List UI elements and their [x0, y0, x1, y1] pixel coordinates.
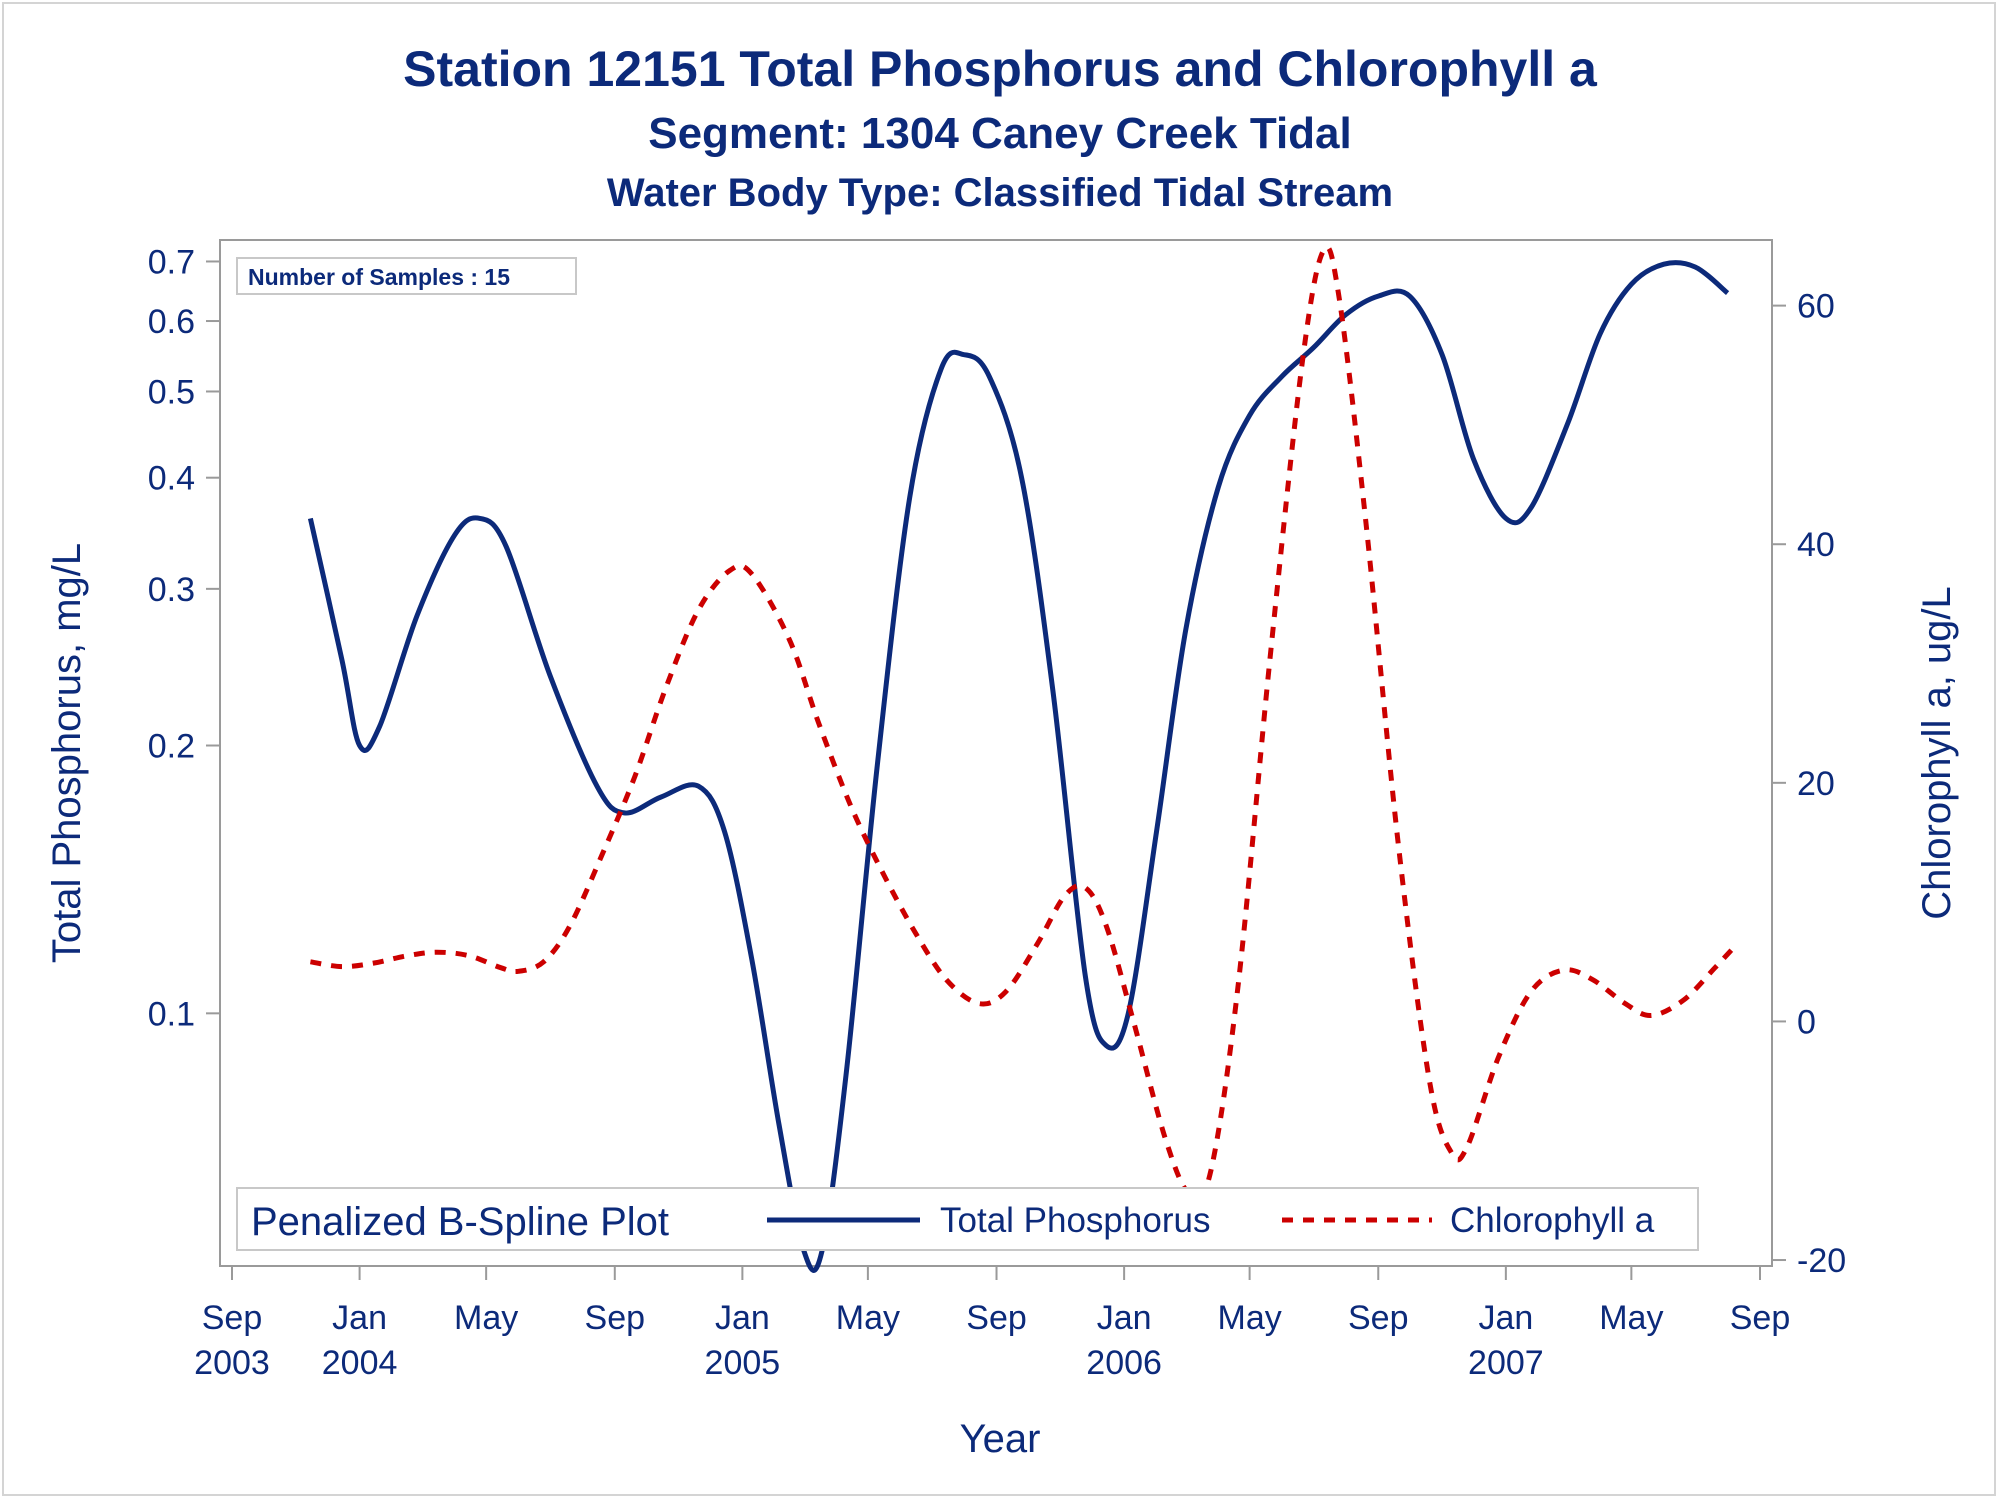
x-tick-label-month: Sep — [1348, 1299, 1409, 1337]
x-tick-label-month: Jan — [332, 1299, 387, 1337]
x-tick-label-month: Sep — [1730, 1299, 1791, 1337]
series-layer — [307, 244, 1739, 1273]
sample-count-text: Number of Samples : 15 — [248, 264, 510, 290]
x-tick-label-year: 2006 — [1086, 1344, 1162, 1382]
chart-subtitle: Segment: 1304 Caney Creek Tidal — [648, 109, 1352, 158]
y2-tick-label: 20 — [1797, 765, 1835, 803]
plot-area — [219, 239, 1773, 1267]
x-tick-label-month: Jan — [1478, 1299, 1533, 1337]
x-tick-label-month: Sep — [585, 1299, 646, 1337]
y-axis-label: Total Phosphorus, mg/L — [45, 543, 89, 963]
y-tick-label: 0.1 — [148, 995, 195, 1033]
y2-tick-label: 60 — [1797, 288, 1835, 326]
x-tick-label-month: Jan — [1097, 1299, 1152, 1337]
y-tick-label: 0.7 — [148, 243, 195, 281]
sample-count-box — [236, 257, 577, 295]
y-tick-label: 0.3 — [148, 571, 195, 609]
x-tick-label-month: May — [1599, 1299, 1663, 1337]
x-tick-label-year: 2004 — [322, 1344, 398, 1382]
y-tick-label: 0.6 — [148, 303, 195, 341]
chart-title: Station 12151 Total Phosphorus and Chlor… — [403, 41, 1598, 97]
x-tick-label-month: May — [454, 1299, 518, 1337]
y-axis-left: 0.1 0.2 0.3 0.4 0.5 0.6 0.7 — [148, 243, 220, 1033]
x-tick-label-year: 2005 — [705, 1344, 781, 1382]
y2-axis-label: Chlorophyll a, ug/L — [1915, 586, 1959, 920]
chart-subtitle-2: Water Body Type: Classified Tidal Stream — [607, 171, 1393, 215]
x-axis: Sep 2003 Jan 2004 May Sep Jan 2005 May Sep Jan 2006… — [194, 1265, 1791, 1382]
legend-label-chlorophyll-a: Chlorophyll a — [1450, 1201, 1655, 1240]
x-tick-label-month: May — [1218, 1299, 1282, 1337]
y2-tick-label: 0 — [1797, 1003, 1816, 1041]
legend-label-total-phosphorus: Total Phosphorus — [940, 1201, 1210, 1240]
legend: Penalized B-Spline Plot Total Phosphorus… — [236, 1187, 1699, 1251]
x-tick-label-month: Sep — [202, 1299, 263, 1337]
y2-tick-label: 40 — [1797, 526, 1835, 564]
series-line-chlorophyll-a — [309, 244, 1739, 1201]
y-tick-label: 0.2 — [148, 728, 195, 766]
x-tick-label-year: 2007 — [1468, 1344, 1544, 1382]
y-tick-label: 0.5 — [148, 373, 195, 411]
legend-box — [236, 1187, 1699, 1251]
legend-title: Penalized B-Spline Plot — [251, 1200, 669, 1244]
y-axis-right: -20 0 20 40 60 — [1772, 288, 1846, 1280]
x-tick-label-month: Sep — [966, 1299, 1027, 1337]
series-line-total-phosphorus — [307, 260, 1730, 1273]
x-tick-label-month: Jan — [715, 1299, 770, 1337]
y-tick-label: 0.4 — [148, 460, 195, 498]
y2-tick-label: -20 — [1797, 1242, 1846, 1280]
x-tick-label-year: 2003 — [194, 1344, 270, 1382]
x-tick-label-month: May — [836, 1299, 900, 1337]
x-axis-label: Year — [960, 1417, 1041, 1461]
